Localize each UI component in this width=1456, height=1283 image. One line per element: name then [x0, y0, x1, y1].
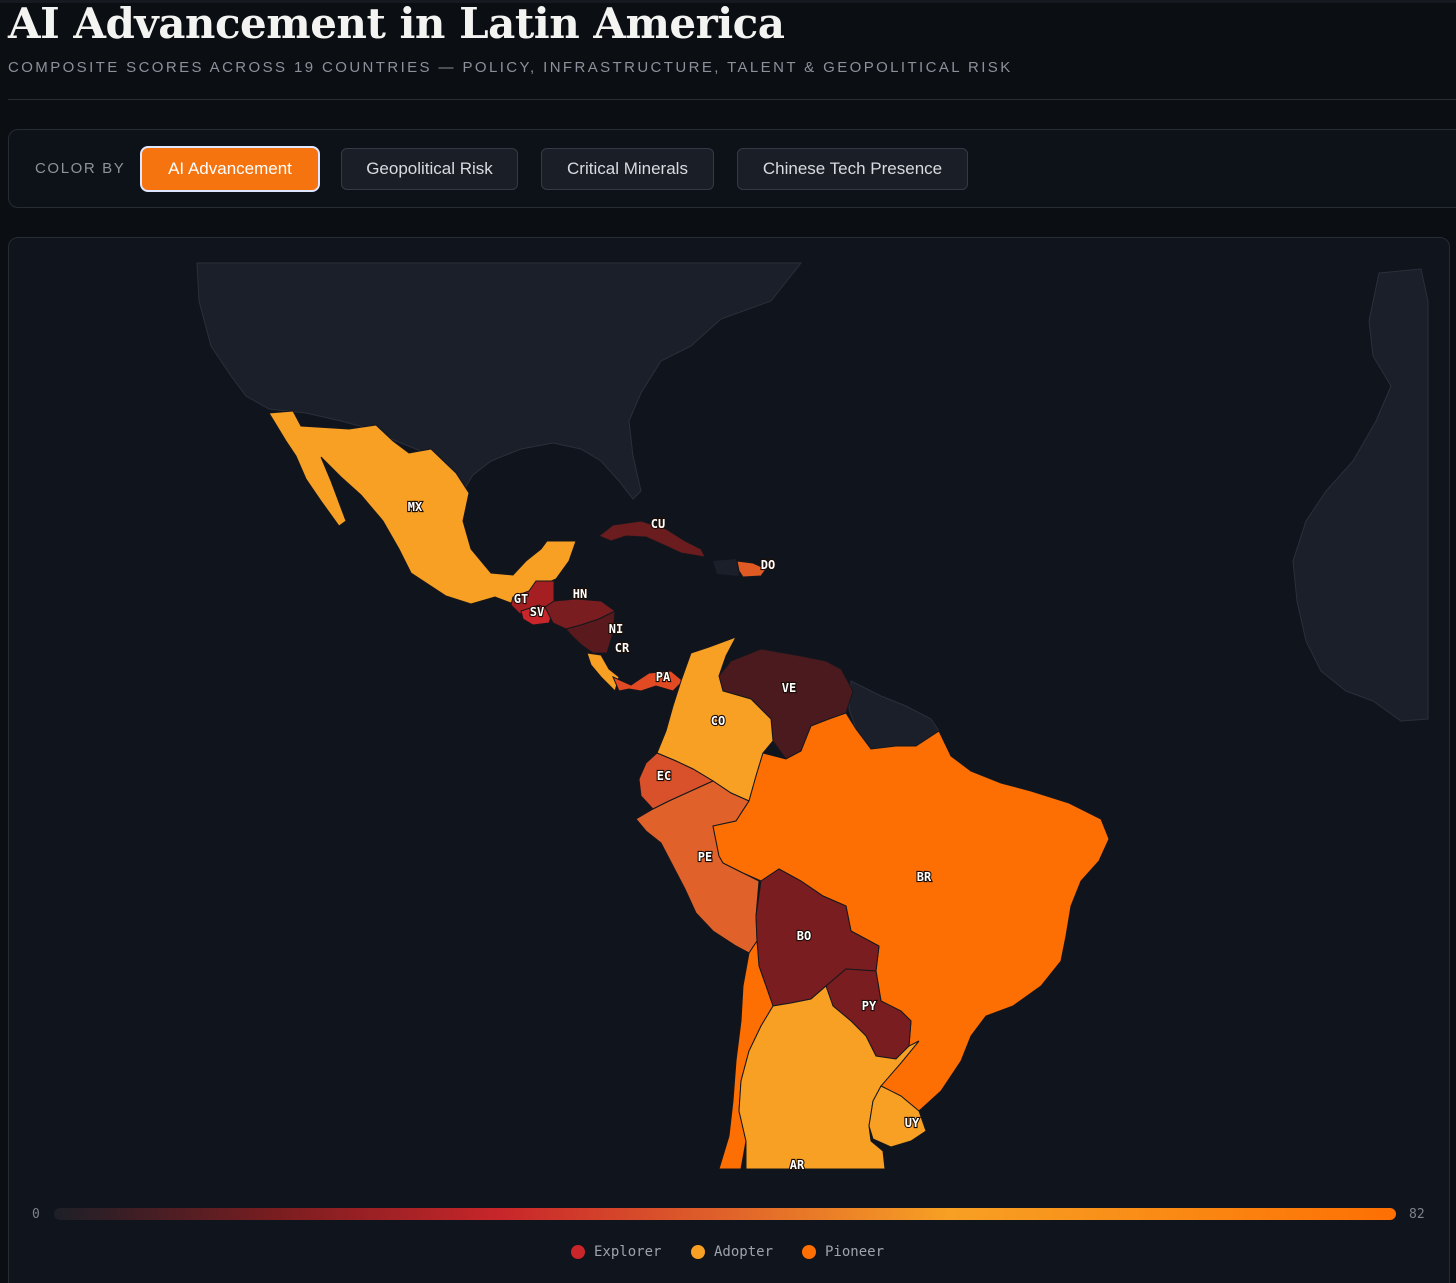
- label-cr: CR: [615, 641, 630, 655]
- label-co: CO: [711, 714, 725, 728]
- label-cu: CU: [651, 517, 665, 531]
- label-br: BR: [917, 870, 932, 884]
- label-do: DO: [761, 558, 775, 572]
- label-ec: EC: [657, 769, 671, 783]
- explorer-swatch: [571, 1245, 585, 1259]
- country-cr[interactable]: [586, 652, 620, 692]
- label-pe: PE: [698, 850, 712, 864]
- label-py: PY: [862, 999, 877, 1013]
- choropleth-map: MX GT SV HN NI CR PA CU DO VE CO EC PE B…: [196, 262, 1429, 1173]
- scale-max-label: 82: [1409, 1207, 1425, 1222]
- color-scale-bar: [54, 1208, 1396, 1220]
- country-uy[interactable]: [868, 1085, 927, 1148]
- legend-label-explorer: Explorer: [594, 1244, 662, 1260]
- haiti-landmass: [713, 559, 739, 576]
- label-sv: SV: [530, 605, 544, 619]
- country-pa[interactable]: [612, 670, 684, 692]
- label-uy: UY: [905, 1116, 920, 1130]
- legend-adopter: Adopter: [691, 1244, 773, 1260]
- label-ni: NI: [609, 622, 623, 636]
- label-mx: MX: [408, 500, 423, 514]
- header-divider: [8, 99, 1456, 100]
- page-subtitle: COMPOSITE SCORES ACROSS 19 COUNTRIES — P…: [8, 59, 1013, 76]
- scale-min-label: 0: [32, 1207, 40, 1222]
- africa-landmass: [1292, 268, 1429, 722]
- chinese-tech-presence-button[interactable]: Chinese Tech Presence: [737, 148, 968, 190]
- label-pa: PA: [656, 670, 671, 684]
- legend-label-pioneer: Pioneer: [825, 1244, 885, 1260]
- legend-label-adopter: Adopter: [714, 1244, 774, 1260]
- color-by-label: COLOR BY: [35, 160, 126, 177]
- legend-pioneer: Pioneer: [802, 1244, 884, 1260]
- country-do[interactable]: [736, 560, 767, 578]
- label-hn: HN: [573, 587, 587, 601]
- top-edge: [0, 0, 1456, 3]
- north-america-landmass: [196, 262, 803, 500]
- ai-advancement-button[interactable]: AI Advancement: [142, 148, 318, 190]
- country-sv[interactable]: [520, 604, 554, 626]
- color-by-toolbar: COLOR BY AI Advancement Geopolitical Ris…: [8, 129, 1456, 208]
- label-gt: GT: [514, 592, 528, 606]
- map-panel: MX GT SV HN NI CR PA CU DO VE CO EC PE B…: [8, 237, 1450, 1283]
- geopolitical-risk-button[interactable]: Geopolitical Risk: [341, 148, 518, 190]
- label-ar: AR: [790, 1158, 805, 1172]
- label-ve: VE: [782, 681, 796, 695]
- country-mx[interactable]: [268, 410, 577, 605]
- pioneer-swatch: [802, 1245, 816, 1259]
- country-cu[interactable]: [598, 520, 706, 558]
- page-title: AI Advancement in Latin America: [8, 0, 785, 48]
- adopter-swatch: [691, 1245, 705, 1259]
- label-bo: BO: [797, 929, 811, 943]
- country-pe[interactable]: [635, 780, 760, 954]
- country-ni[interactable]: [565, 610, 616, 654]
- critical-minerals-button[interactable]: Critical Minerals: [541, 148, 714, 190]
- legend-explorer: Explorer: [571, 1244, 661, 1260]
